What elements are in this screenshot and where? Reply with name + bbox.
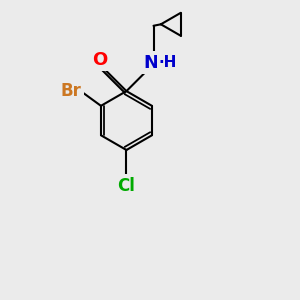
Text: N: N bbox=[143, 54, 158, 72]
Text: ·H: ·H bbox=[158, 55, 177, 70]
Text: Cl: Cl bbox=[118, 177, 135, 195]
Text: Br: Br bbox=[61, 82, 82, 100]
Text: O: O bbox=[92, 51, 107, 69]
